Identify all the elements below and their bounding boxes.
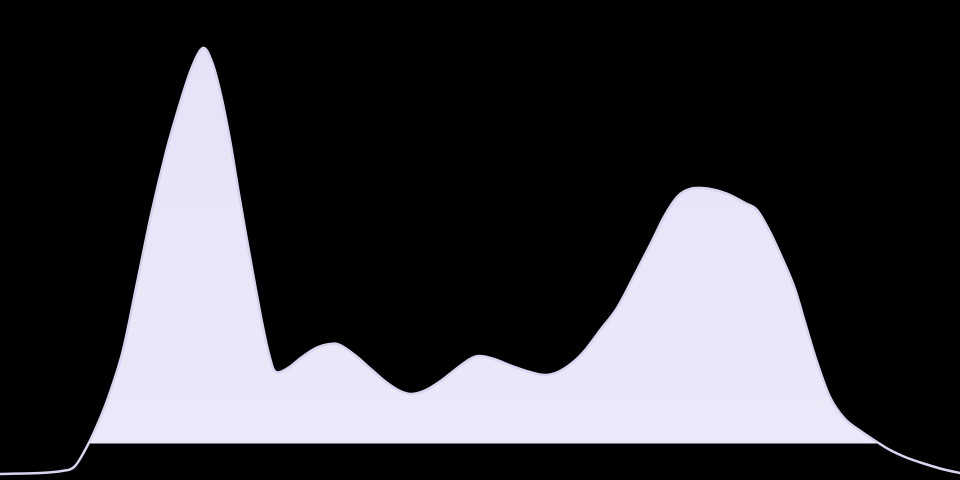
curve-line <box>0 46 960 476</box>
area-fill <box>88 47 880 444</box>
